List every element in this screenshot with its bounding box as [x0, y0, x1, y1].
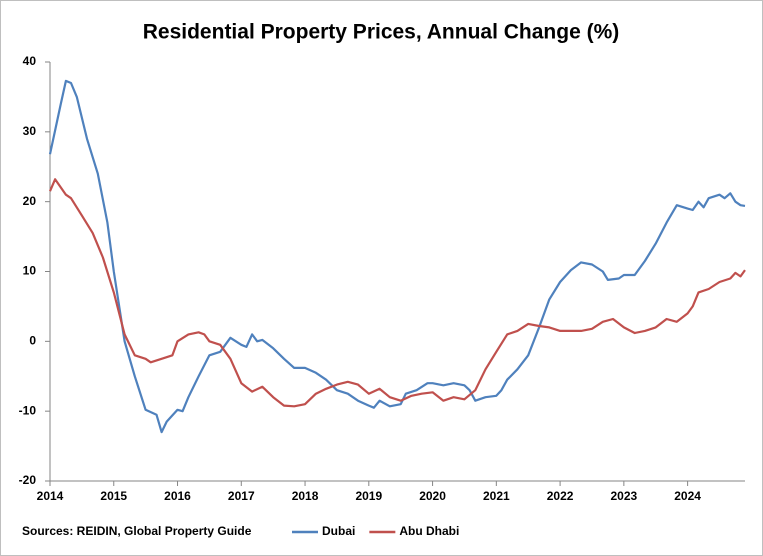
x-tick-label: 2018 — [292, 489, 319, 503]
series-line — [48, 178, 746, 408]
y-tick-label: -20 — [19, 473, 37, 487]
x-tick-label: 2015 — [100, 489, 127, 503]
x-tick-label: 2024 — [674, 489, 701, 503]
legend-label: Abu Dhabi — [399, 524, 459, 538]
chart-title: Residential Property Prices, Annual Chan… — [143, 21, 620, 44]
x-tick-label: 2014 — [37, 489, 64, 503]
y-tick-label: 30 — [23, 124, 37, 138]
x-tick-label: 2021 — [483, 489, 510, 503]
y-tick-label: 0 — [29, 334, 36, 348]
x-tick-label: 2023 — [611, 489, 638, 503]
x-tick-label: 2022 — [547, 489, 574, 503]
x-tick-label: 2020 — [419, 489, 446, 503]
y-tick-label: -10 — [19, 403, 37, 417]
legend-label: Dubai — [322, 524, 355, 538]
y-tick-label: 20 — [23, 194, 37, 208]
y-tick-label: 40 — [23, 54, 37, 68]
source-note: Sources: REIDIN, Global Property Guide — [22, 524, 252, 538]
x-tick-label: 2016 — [164, 489, 191, 503]
x-tick-label: 2019 — [355, 489, 382, 503]
y-tick-label: 10 — [23, 264, 37, 278]
x-tick-label: 2017 — [228, 489, 255, 503]
